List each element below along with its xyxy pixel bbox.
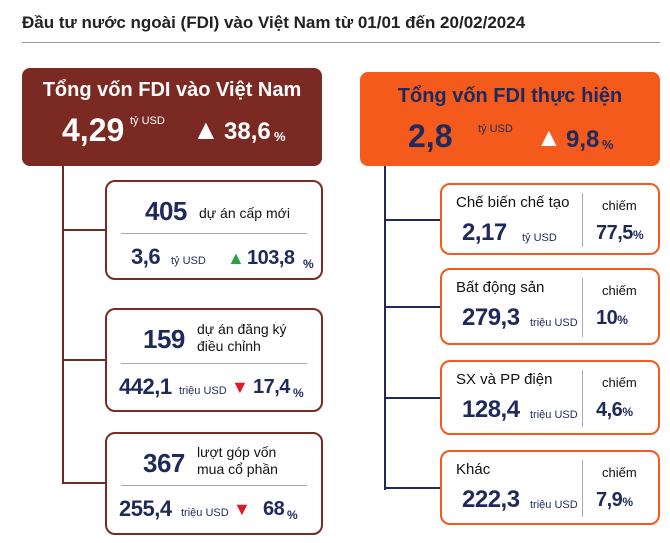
- left-item: 159 dự án đăng ký điều chỉnh 442,1 triệu…: [105, 308, 323, 412]
- left-item: 405 dự án cấp mới 3,6 tỷ USD ▲ 103,8 %: [105, 180, 323, 280]
- connector: [62, 482, 106, 484]
- item-desc: dự án cấp mới: [199, 205, 290, 221]
- divider: [121, 363, 307, 364]
- item-unit: triệu USD: [530, 499, 578, 511]
- item-name: SX và PP điện: [456, 371, 553, 388]
- header-value: 2,8: [408, 118, 453, 154]
- item-share-unit: %: [617, 313, 628, 327]
- connector: [62, 160, 64, 484]
- header-unit: tỷ USD: [130, 115, 165, 127]
- item-count: 367: [143, 448, 185, 478]
- item-change-unit: %: [303, 257, 314, 271]
- item-value: 128,4: [462, 396, 520, 423]
- divider: [121, 485, 307, 486]
- header-unit: tỷ USD: [478, 123, 513, 135]
- item-share: 77,5%: [596, 222, 644, 244]
- item-count: 159: [143, 324, 185, 354]
- divider: [582, 193, 583, 247]
- right-item: Chế biến chế tạo 2,17 tỷ USD chiếm 77,5%: [440, 183, 660, 255]
- connector: [384, 397, 440, 399]
- item-trend: ▼: [233, 499, 251, 519]
- divider: [582, 278, 583, 337]
- item-share: 10%: [596, 307, 628, 329]
- header-label: Tổng vốn FDI thực hiện: [397, 85, 623, 107]
- item-share-unit: %: [632, 228, 644, 242]
- divider: [121, 233, 307, 234]
- right-header: Tổng vốn FDI thực hiện 2,8 tỷ USD ▲ 9,8 …: [360, 72, 660, 166]
- item-value: 2,17: [462, 219, 507, 246]
- item-desc: dự án đăng ký: [197, 321, 287, 337]
- item-trend: ▼: [231, 377, 249, 397]
- connector: [384, 219, 440, 221]
- left-header: Tổng vốn FDI vào Việt Nam 4,29 tỷ USD ▲ …: [22, 68, 322, 166]
- header-trend: ▲: [192, 114, 220, 145]
- item-desc: lượt góp vốn: [197, 444, 277, 460]
- right-item: Khác 222,3 triệu USD chiếm 7,9%: [440, 450, 660, 525]
- item-unit: tỷ USD: [171, 255, 206, 267]
- share-label: chiếm: [602, 198, 637, 213]
- item-unit: triệu USD: [530, 409, 578, 421]
- header-value: 4,29: [62, 112, 125, 148]
- item-name: Khác: [456, 461, 491, 478]
- item-unit: triệu USD: [179, 385, 227, 397]
- connector: [62, 229, 106, 231]
- header-label: Tổng vốn FDI vào Việt Nam: [42, 79, 302, 101]
- item-change: 68: [263, 498, 285, 520]
- connector: [384, 160, 386, 490]
- item-share: 7,9%: [596, 489, 633, 511]
- connector: [384, 487, 440, 489]
- item-name: Chế biến chế tạo: [456, 194, 570, 211]
- connector: [62, 359, 106, 361]
- share-label: chiếm: [602, 283, 637, 298]
- item-change: 17,4: [253, 376, 290, 398]
- item-change: 103,8: [247, 247, 295, 269]
- item-share-unit: %: [622, 405, 633, 419]
- share-label: chiếm: [602, 375, 637, 390]
- item-share: 4,6%: [596, 399, 633, 421]
- header-change: 9,8: [566, 126, 600, 153]
- left-item: 367 lượt góp vốn mua cổ phần 255,4 triệu…: [105, 432, 323, 535]
- item-trend: ▲: [227, 248, 245, 268]
- item-desc: điều chỉnh: [197, 338, 261, 354]
- header-change-unit: %: [602, 137, 614, 152]
- item-unit: triệu USD: [181, 507, 229, 519]
- item-unit: tỷ USD: [522, 232, 557, 244]
- right-item: SX và PP điện 128,4 triệu USD chiếm 4,6%: [440, 360, 660, 435]
- item-value: 279,3: [462, 304, 520, 331]
- item-value: 222,3: [462, 486, 520, 513]
- item-change-unit: %: [293, 386, 304, 400]
- header-trend: ▲: [536, 122, 562, 152]
- item-unit: triệu USD: [530, 317, 578, 329]
- title-rule: [22, 42, 660, 43]
- divider: [582, 460, 583, 517]
- item-value: 442,1: [119, 374, 172, 399]
- item-name: Bất động sản: [456, 279, 545, 296]
- item-value: 3,6: [131, 244, 161, 269]
- header-change: 38,6: [224, 118, 271, 145]
- item-value: 255,4: [119, 496, 172, 521]
- page-title: Đầu tư nước ngoài (FDI) vào Việt Nam từ …: [22, 13, 526, 32]
- right-item: Bất động sản 279,3 triệu USD chiếm 10%: [440, 268, 660, 345]
- share-label: chiếm: [602, 465, 637, 480]
- item-desc: mua cổ phần: [197, 461, 278, 477]
- divider: [582, 370, 583, 427]
- item-change-unit: %: [287, 508, 298, 522]
- header-change-unit: %: [274, 129, 286, 144]
- connector: [384, 306, 440, 308]
- item-share-unit: %: [622, 495, 633, 509]
- item-count: 405: [145, 196, 187, 226]
